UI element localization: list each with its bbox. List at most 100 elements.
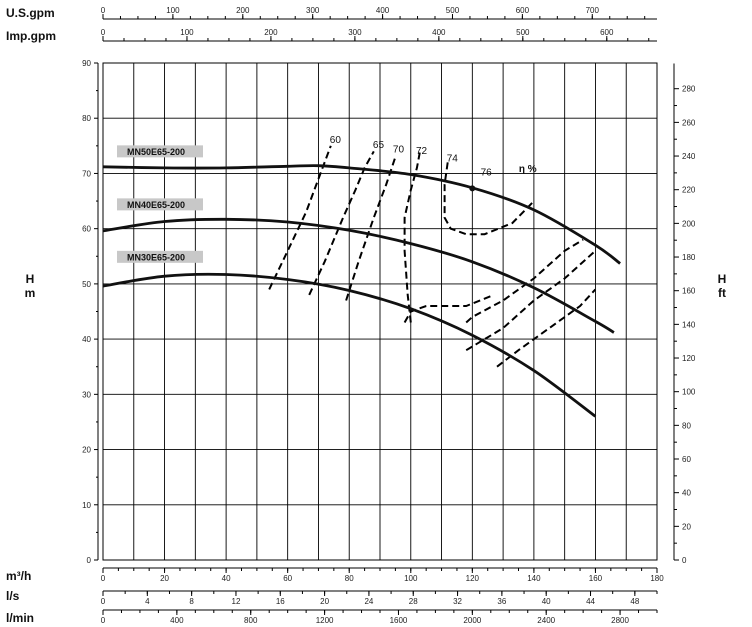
usgpm-tick-label: 500 <box>446 6 460 15</box>
head-ft-tick-label: 260 <box>682 118 696 127</box>
efficiency-curve <box>403 151 421 323</box>
model-label: MN50E65-200 <box>127 147 185 157</box>
pump-curve <box>102 272 597 418</box>
ls-tick-label: 44 <box>586 597 595 606</box>
ls-tick-label: 4 <box>145 597 150 606</box>
head-m-tick-label: 20 <box>82 446 91 455</box>
m3h-tick-label: 100 <box>404 574 418 583</box>
impgpm-tick-label: 600 <box>600 28 614 37</box>
lmin-tick-label: 2400 <box>537 616 555 625</box>
head-ft-label-top: H <box>718 272 727 286</box>
efficiency-curve <box>496 288 597 368</box>
model-label-box <box>117 198 203 211</box>
m3h-tick-label: 80 <box>345 574 354 583</box>
head-ft-tick-label: 240 <box>682 152 696 161</box>
ls-tick-label: 32 <box>453 597 462 606</box>
impgpm-tick-label: 200 <box>264 28 278 37</box>
impgpm-tick-label: 400 <box>432 28 446 37</box>
head-m-label-bottom: m <box>25 286 36 300</box>
impgpm-tick-label: 100 <box>180 28 194 37</box>
ls-tick-label: 0 <box>101 597 106 606</box>
lmin-tick-label: 0 <box>101 616 106 625</box>
ls-tick-label: 36 <box>497 597 506 606</box>
efficiency-label: 65 <box>373 140 385 151</box>
ls-tick-label: 12 <box>232 597 241 606</box>
head-ft-tick-label: 60 <box>682 455 691 464</box>
head-m-tick-label: 60 <box>82 225 91 234</box>
head-m-tick-label: 50 <box>82 280 91 289</box>
lmin-tick-label: 2800 <box>611 616 629 625</box>
m3h-tick-label: 40 <box>222 574 231 583</box>
efficiency-curve <box>465 238 584 324</box>
m3h-tick-label: 20 <box>160 574 169 583</box>
lmin-tick-label: 400 <box>170 616 184 625</box>
efficiency-curve <box>345 156 397 301</box>
efficiency-curve <box>308 150 375 296</box>
m3h-tick-label: 180 <box>650 574 664 583</box>
head-ft-tick-label: 140 <box>682 320 696 329</box>
ls-tick-label: 16 <box>276 597 285 606</box>
m3h-tick-label: 60 <box>283 574 292 583</box>
ls-tick-label: 40 <box>542 597 551 606</box>
efficiency-label: 70 <box>393 144 405 155</box>
ls-label: l/s <box>6 589 20 603</box>
model-label: MN30E65-200 <box>127 252 185 262</box>
head-ft-tick-label: 80 <box>682 421 691 430</box>
pump-curve <box>102 164 621 265</box>
head-m-tick-label: 70 <box>82 169 91 178</box>
usgpm-tick-label: 200 <box>236 6 250 15</box>
efficiency-label: 74 <box>447 153 459 164</box>
m3h-tick-label: 160 <box>589 574 603 583</box>
head-ft-tick-label: 0 <box>682 556 687 565</box>
impgpm-label: Imp.gpm <box>6 29 56 43</box>
lmin-tick-label: 1200 <box>316 616 334 625</box>
efficiency-label: 76 <box>481 168 493 179</box>
ls-tick-label: 48 <box>630 597 639 606</box>
model-label-box <box>117 250 203 263</box>
head-m-tick-label: 0 <box>87 556 92 565</box>
head-m-tick-label: 80 <box>82 114 91 123</box>
head-ft-tick-label: 160 <box>682 287 696 296</box>
m3h-label: m³/h <box>6 569 31 583</box>
m3h-tick-label: 120 <box>466 574 480 583</box>
head-m-tick-label: 30 <box>82 390 91 399</box>
usgpm-tick-label: 100 <box>166 6 180 15</box>
usgpm-tick-label: 600 <box>516 6 530 15</box>
head-ft-tick-label: 100 <box>682 388 696 397</box>
lmin-tick-label: 1600 <box>390 616 408 625</box>
usgpm-tick-label: 0 <box>101 6 106 15</box>
head-ft-tick-label: 20 <box>682 522 691 531</box>
efficiency-curve <box>403 293 495 323</box>
efficiency-curve <box>268 145 332 290</box>
ls-tick-label: 24 <box>364 597 373 606</box>
head-m-tick-label: 40 <box>82 335 91 344</box>
efficiency-label: 60 <box>330 135 342 146</box>
usgpm-tick-label: 400 <box>376 6 390 15</box>
head-ft-tick-label: 120 <box>682 354 696 363</box>
head-m-tick-label: 10 <box>82 501 91 510</box>
pump-curve <box>102 217 615 334</box>
lmin-tick-label: 2000 <box>463 616 481 625</box>
lmin-tick-label: 800 <box>244 616 258 625</box>
lmin-label: l/min <box>6 611 34 625</box>
usgpm-tick-label: 700 <box>586 6 600 15</box>
head-m-label-top: H <box>26 272 35 286</box>
efficiency-label: 72 <box>416 146 428 157</box>
impgpm-tick-label: 500 <box>516 28 530 37</box>
efficiency-unit-label: η % <box>519 164 537 175</box>
impgpm-tick-label: 300 <box>348 28 362 37</box>
head-ft-tick-label: 220 <box>682 186 696 195</box>
head-ft-tick-label: 180 <box>682 253 696 262</box>
head-ft-label-bottom: ft <box>718 286 726 300</box>
m3h-tick-label: 140 <box>527 574 541 583</box>
ls-tick-label: 28 <box>409 597 418 606</box>
impgpm-tick-label: 0 <box>101 28 106 37</box>
bep-marker <box>469 185 476 192</box>
efficiency-curve <box>443 162 535 236</box>
head-ft-tick-label: 280 <box>682 85 696 94</box>
efficiency-curve <box>465 250 597 352</box>
ls-tick-label: 8 <box>189 597 194 606</box>
ls-tick-label: 20 <box>320 597 329 606</box>
m3h-tick-label: 0 <box>101 574 106 583</box>
